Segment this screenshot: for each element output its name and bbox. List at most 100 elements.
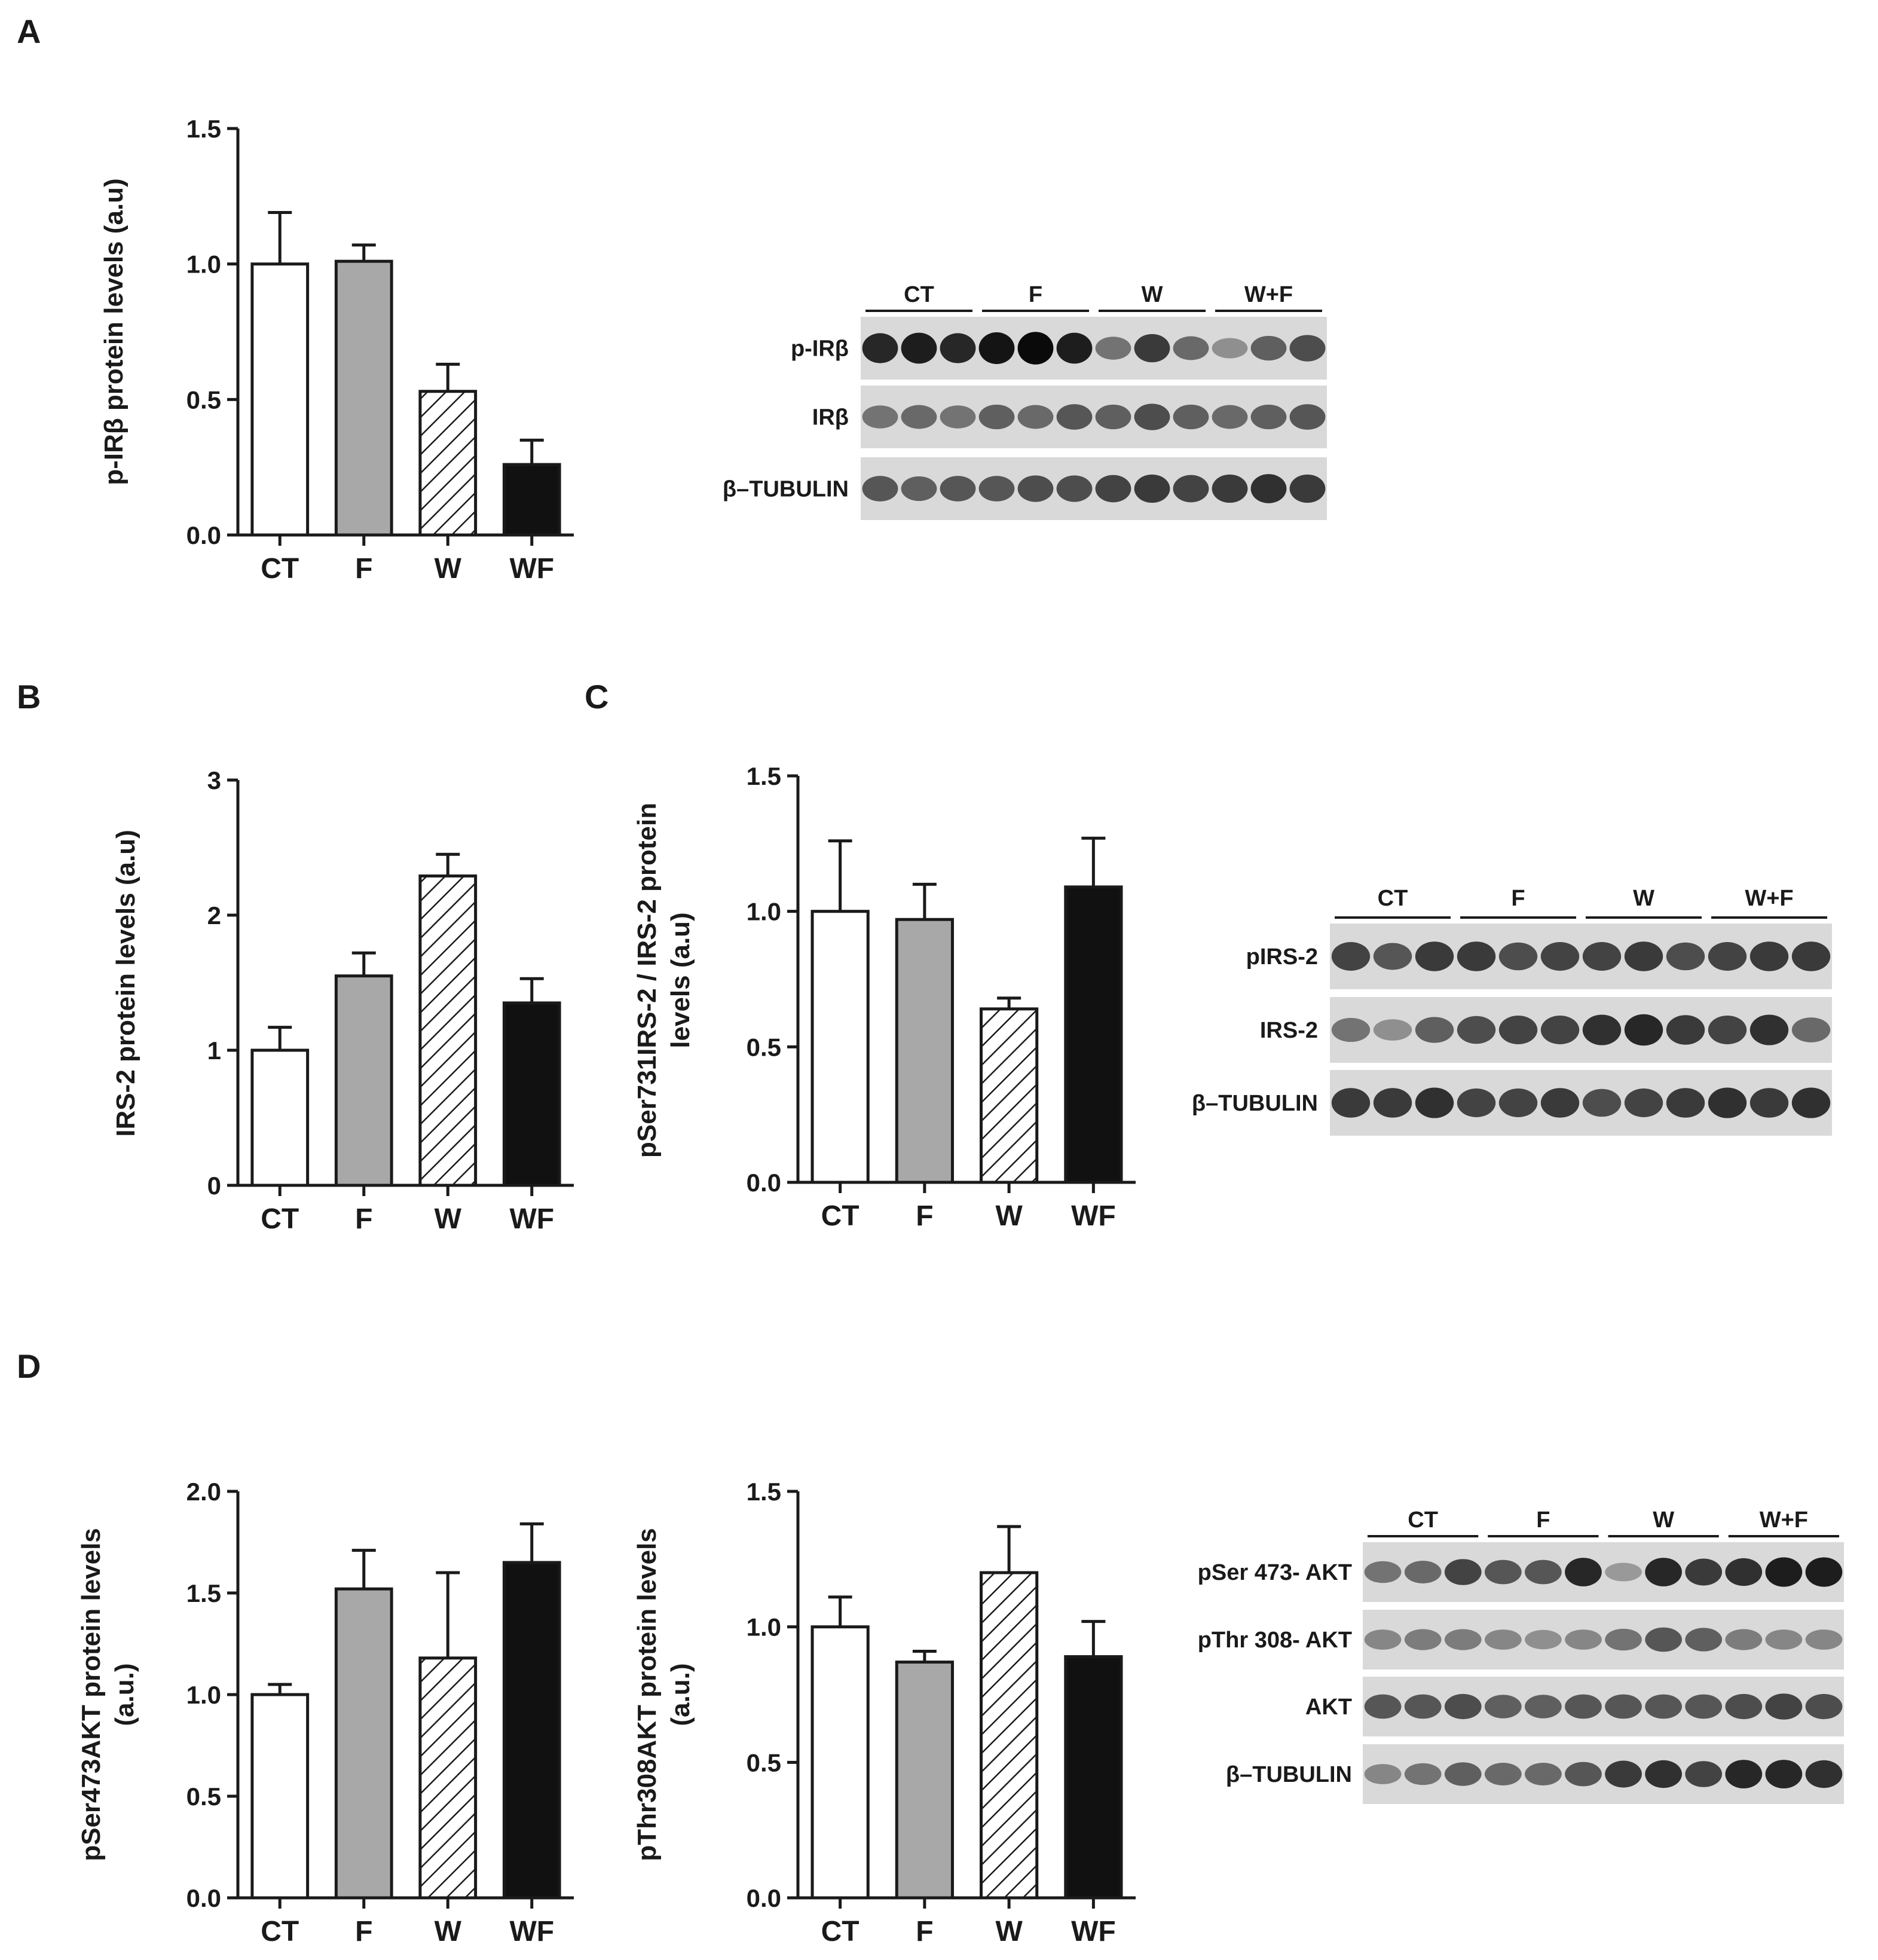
blot-band [1017,332,1054,365]
blot-band [1565,1694,1602,1719]
blot-band [1498,942,1538,971]
blot-row-label: β–TUBULIN [1226,1762,1352,1787]
blot-band [1457,1016,1496,1044]
group-label: CT [904,282,934,307]
blot-band [1498,1088,1538,1117]
blot-band [1765,1760,1803,1788]
blot-band [1565,1629,1602,1650]
blot-band [1484,1763,1522,1785]
x-tick-label: W [995,1200,1023,1232]
x-tick-label: W [435,553,462,585]
blot-band [1373,1019,1412,1041]
blot-band [978,404,1015,430]
blot-band [978,332,1015,365]
x-tick-label: CT [261,1203,299,1235]
blot-band [1250,404,1287,430]
blot-band [1749,941,1789,971]
x-tick-label: WF [1071,1200,1116,1232]
bar-wf [1064,1655,1123,1900]
blot-band [1056,332,1093,364]
bar-w [418,874,478,1187]
blot-band [940,333,976,363]
blot-band [1582,1014,1622,1045]
y-axis-label: pThr308AKT protein levels [632,1528,662,1861]
x-tick-label: F [916,1200,933,1232]
blot-band [1708,942,1747,971]
blot-band [1791,1017,1831,1042]
bar-ct [250,1693,310,1900]
y-tick-label: 0.5 [747,1033,781,1061]
group-label: CT [1408,1508,1438,1533]
blot-band [940,476,976,502]
bar-ct [810,1625,870,1900]
bar-wf [502,463,561,537]
panel-letter-b: B [17,678,41,715]
blot-band [1017,405,1054,429]
blot-strip [1330,997,1832,1063]
group-label: CT [1378,886,1408,911]
blot-row-label: pIRS-2 [1246,944,1318,970]
group-label: W [1142,282,1163,307]
blot-band [1444,1693,1482,1720]
x-tick-label: F [916,1916,933,1947]
blot-band [1415,1087,1454,1118]
group-label: F [1536,1508,1550,1533]
bar-f [895,918,954,1184]
y-tick-label: 1.5 [186,115,221,143]
y-tick-label: 0.0 [747,1884,781,1912]
chart-c-pser731-irs2: 0.0 0.5 1.0 1.5 CT F W WF pSer731IRS-2 / IRS-2 p… [632,762,1136,1232]
blot-band [1805,1760,1843,1788]
blot-row-label: AKT [1305,1695,1352,1720]
y-tick-label: 1.0 [747,898,781,926]
blot-band [1444,1559,1482,1585]
chart-d-pthr308-akt: 0.0 0.5 1.0 1.5 CT F W WF pThr308AKT protein lev… [632,1478,1136,1947]
y-axis-label: p-IRβ protein levels (a.u) [99,178,129,485]
group-label: F [1511,886,1525,911]
group-label: W+F [1745,886,1793,911]
x-tick-label: W [995,1916,1023,1947]
blot-band [1605,1694,1642,1719]
blot-band [901,476,937,502]
y-axis-label: pSer473AKT protein levels [77,1528,106,1861]
blot-band [1250,335,1287,361]
bar-w [418,1656,478,1900]
bar-w [418,390,478,537]
blot-band [862,333,898,363]
blot-band [1605,1563,1642,1582]
blot-band [1056,475,1093,502]
blot-strip [1330,1070,1832,1136]
blot-band [1624,1014,1663,1046]
blot-band [1765,1557,1803,1587]
x-tick-label: CT [821,1200,860,1232]
x-tick-label: CT [821,1916,860,1947]
blot-band [1525,1560,1562,1585]
blot-band [1017,475,1054,502]
blot-band [1331,942,1371,971]
blot-band [1404,1763,1442,1785]
blot-band [1484,1695,1522,1719]
blot-band [1540,942,1580,971]
y-axis-label: (a.u.) [110,1663,139,1726]
blot-band [1095,337,1131,360]
y-axis-label: pSer731IRS-2 / IRS-2 protein [632,803,662,1158]
blot-strip [1363,1677,1844,1736]
bar-ct [810,910,870,1184]
blot-strip [861,317,1327,380]
x-tick-label: CT [261,553,299,585]
panel-letter-c: C [585,678,608,715]
blot-band [1525,1763,1562,1785]
chart-d-pser473-akt: 0.0 0.5 1.0 1.5 2.0 CT F W WF pSer473AKT protein … [77,1478,574,1947]
bar-f [334,974,393,1187]
x-tick-label: F [355,1916,372,1947]
y-tick-label: 1.0 [747,1613,781,1641]
x-tick-label: CT [261,1916,299,1947]
blot-strip [861,386,1327,448]
y-tick-label: 2.0 [186,1478,221,1506]
blot-band [1250,474,1287,503]
blot-band [1212,474,1248,503]
y-tick-label: 1.0 [186,1681,221,1709]
blot-band [1173,404,1209,430]
blot-band [1666,1088,1705,1118]
bar-wf [502,1561,561,1900]
blot-band [1645,1760,1682,1788]
